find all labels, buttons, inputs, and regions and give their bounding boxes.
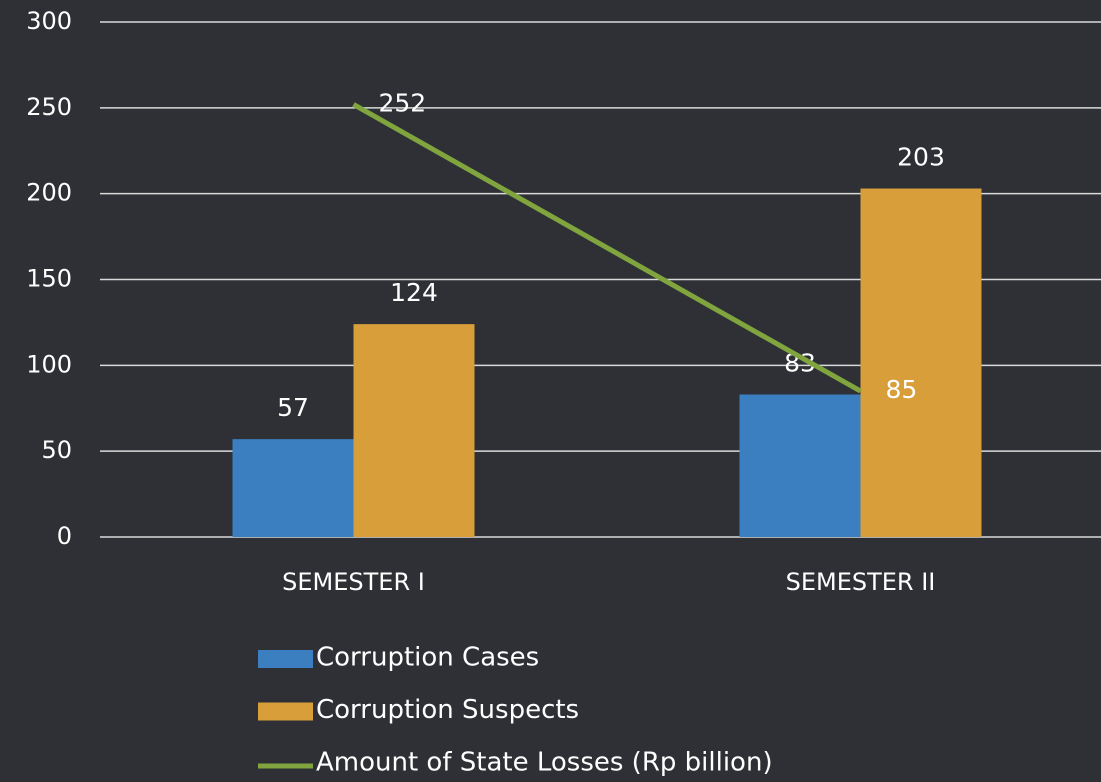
- bar: [739, 394, 861, 537]
- y-tick-label: 50: [41, 436, 72, 464]
- y-tick-label: 300: [26, 7, 72, 35]
- bar: [860, 188, 982, 537]
- y-tick-label: 200: [26, 179, 72, 207]
- y-tick-label: 150: [26, 265, 72, 293]
- data-label: 124: [390, 278, 438, 307]
- x-tick-label: SEMESTER II: [786, 568, 936, 596]
- line-series: [352, 102, 862, 394]
- bar: [353, 324, 475, 537]
- data-label: 57: [277, 393, 309, 422]
- legend-label: Corruption Suspects: [316, 695, 579, 725]
- data-label: 85: [886, 375, 918, 404]
- y-tick-label: 100: [26, 350, 72, 378]
- y-tick-label: 0: [57, 522, 72, 550]
- x-tick-label: SEMESTER I: [282, 568, 425, 596]
- data-label: 203: [897, 143, 945, 172]
- bar: [232, 439, 354, 537]
- data-label: 252: [379, 88, 427, 117]
- legend-label: Amount of State Losses (Rp billion): [316, 748, 773, 778]
- y-tick-label: 250: [26, 93, 72, 121]
- legend-swatch: [258, 702, 313, 721]
- legend-swatch: [258, 650, 313, 668]
- legend-label: Corruption Cases: [316, 643, 539, 673]
